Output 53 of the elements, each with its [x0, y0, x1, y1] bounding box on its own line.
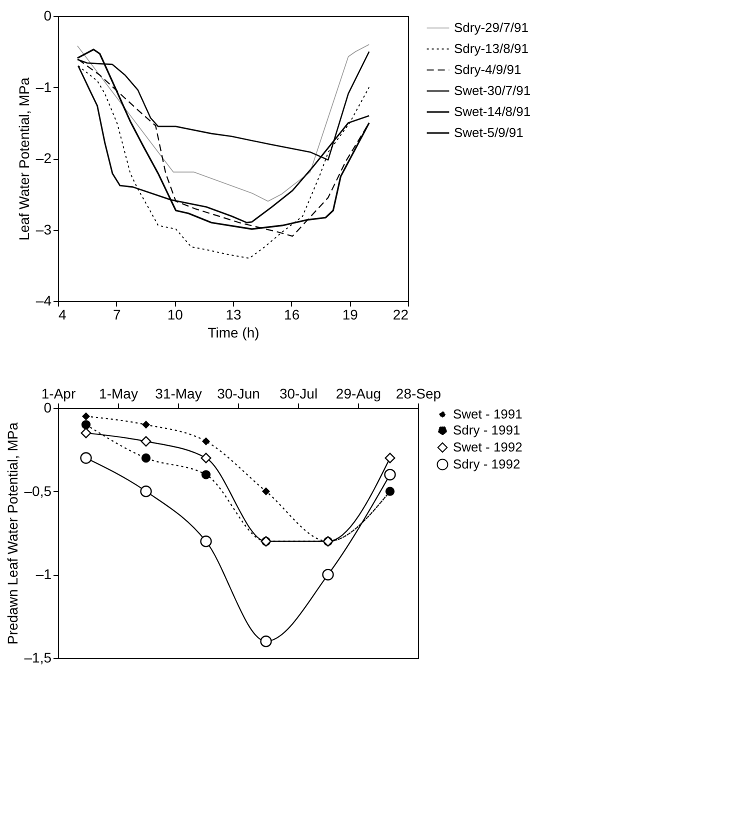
x-tick-label: 1-May [99, 386, 138, 402]
x-tick-label: 30-Jun [217, 386, 260, 402]
point [141, 453, 151, 463]
point [80, 452, 92, 464]
y-axis-title: Leaf Water Potential, MPa [16, 77, 32, 240]
point [262, 488, 270, 496]
point [201, 470, 211, 480]
point [140, 486, 152, 498]
x-tick-label: 31-May [155, 386, 202, 402]
y-tick-label: –4 [36, 292, 52, 308]
x-axis-title: Time (h) [208, 324, 260, 340]
x-tick-label: 30-Jul [279, 386, 318, 402]
x-tick-label: 13 [226, 306, 242, 322]
legend-label: Swet-5/9/91 [454, 125, 524, 140]
x-tick-label: 1-Apr [41, 386, 76, 402]
point [140, 436, 152, 447]
legend-label: Sdry - 1991 [453, 422, 520, 438]
y-tick-label: 0 [44, 8, 52, 24]
x-tick-label: 7 [112, 306, 121, 322]
legend-label: Sdry-13/8/91 [454, 41, 528, 56]
legend-label: Swet - 1992 [453, 440, 522, 454]
y-tick-label: –1 [36, 78, 52, 95]
x-tick-label: 19 [342, 306, 358, 322]
legend-label: Sdry - 1992 [453, 456, 520, 472]
point [260, 636, 272, 648]
legend-label: Sdry-4/9/91 [454, 62, 522, 77]
legend-label: Swet-14/8/91 [454, 104, 531, 119]
y-tick-label: –0,5 [24, 482, 52, 499]
y-tick-label: 0 [44, 400, 52, 416]
point [82, 412, 90, 420]
y-tick-label: –2 [36, 150, 52, 166]
legend-label: Sdry-29/7/91 [454, 20, 528, 35]
x-tick-label: 16 [284, 306, 300, 322]
point [322, 568, 334, 580]
legend-label: Swet - 1991 [453, 406, 522, 422]
point [384, 468, 396, 480]
y-tick-label: –3 [36, 221, 52, 238]
point [384, 452, 396, 464]
point [81, 420, 91, 430]
x-tick-label: 22 [392, 306, 409, 322]
legend-label: Swet-30/7/91 [454, 83, 531, 98]
point [200, 452, 212, 464]
x-tick-label: 10 [167, 306, 184, 322]
point [142, 420, 150, 428]
y-axis-title: Predawn Leaf Water Potential, MPa [4, 422, 20, 645]
point [202, 438, 210, 446]
point [200, 536, 212, 548]
x-tick-label: 28-Sep [396, 386, 442, 402]
point [80, 428, 92, 438]
y-tick-label: –1 [36, 566, 52, 582]
x-tick-label: 4 [58, 306, 66, 322]
x-tick-label: 29-Aug [336, 386, 382, 402]
y-tick-label: –1,5 [24, 650, 52, 666]
